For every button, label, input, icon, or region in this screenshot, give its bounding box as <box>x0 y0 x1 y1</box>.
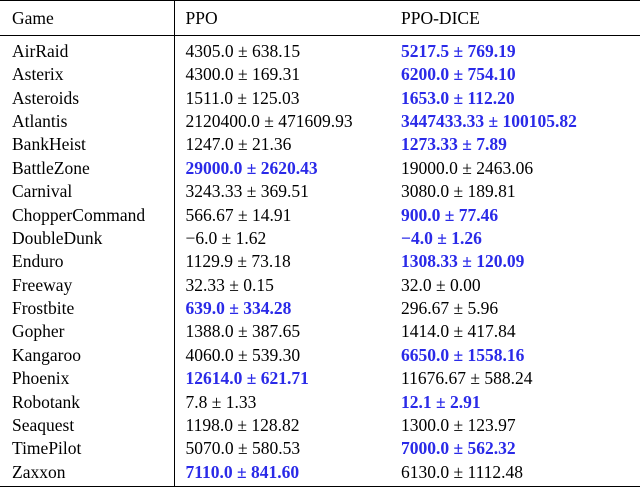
table-row: Gopher 1388.0 ± 387.65 1414.0 ± 417.84 <box>0 320 640 344</box>
ppo-score-cell: 4060.0 ± 539.30 <box>185 344 301 365</box>
ppo-dice-score-cell: 296.67 ± 5.96 <box>401 298 499 319</box>
ppo-score-cell: 29000.0 ± 2620.43 <box>185 157 318 178</box>
game-name-cell: DoubleDunk <box>0 226 175 251</box>
table-row: Zaxxon 7110.0 ± 841.60 6130.0 ± 1112.48 <box>0 460 640 487</box>
table-header: Game PPO PPO-DICE <box>0 0 640 36</box>
table-row: DoubleDunk −6.0 ± 1.62 −4.0 ± 1.26 <box>0 226 640 251</box>
table-row: Asterix 4300.0 ± 169.31 6200.0 ± 754.10 <box>0 63 640 87</box>
ppo-score-cell: 4305.0 ± 638.15 <box>185 41 301 61</box>
table-row: Frostbite 639.0 ± 334.28 296.67 ± 5.96 <box>0 296 640 321</box>
ppo-score-cell: 1388.0 ± 387.65 <box>185 321 301 342</box>
ppo-score-cell: 1511.0 ± 125.03 <box>185 87 300 108</box>
ppo-dice-score-cell: −4.0 ± 1.26 <box>401 227 482 248</box>
ppo-score-cell: 1129.9 ± 73.18 <box>185 251 291 272</box>
ppo-dice-score-cell: 900.0 ± 77.46 <box>401 204 499 225</box>
ppo-score-cell: 3243.33 ± 369.51 <box>185 181 309 202</box>
table-body: AirRaid 4305.0 ± 638.15 5217.5 ± 769.19 Ast… <box>0 35 640 487</box>
ppo-score-cell: 4300.0 ± 169.31 <box>185 64 301 85</box>
table-row: BankHeist 1247.0 ± 21.36 1273.33 ± 7.89 <box>0 133 640 157</box>
game-name-cell: Phoenix <box>0 367 175 391</box>
ppo-score-cell: 12614.0 ± 621.71 <box>185 368 309 389</box>
game-name-cell: Carnival <box>0 179 175 204</box>
game-name-cell: Robotank <box>0 390 175 414</box>
ppo-dice-score-cell: 6130.0 ± 1112.48 <box>386 460 640 487</box>
header-game: Game <box>0 0 175 36</box>
header-row: Game PPO PPO-DICE <box>0 0 640 36</box>
table-row: Robotank 7.8 ± 1.33 12.1 ± 2.91 <box>0 390 640 414</box>
table-row: AirRaid 4305.0 ± 638.15 5217.5 ± 769.19 <box>0 35 640 63</box>
game-name-cell: TimePilot <box>0 437 175 461</box>
ppo-dice-score-cell: 3080.0 ± 189.81 <box>401 181 516 202</box>
table-row: BattleZone 29000.0 ± 2620.43 19000.0 ± 246… <box>0 156 640 180</box>
game-name-cell: Asteroids <box>0 86 175 110</box>
table-row: Asteroids 1511.0 ± 125.03 1653.0 ± 112.20 <box>0 86 640 110</box>
game-name-cell: ChopperCommand <box>0 203 175 227</box>
game-name-cell: Enduro <box>0 250 175 274</box>
game-name-cell: Atlantis <box>0 109 175 134</box>
ppo-score-cell: 2120400.0 ± 471609.93 <box>185 110 353 131</box>
ppo-dice-score-cell: 1300.0 ± 123.97 <box>401 415 516 436</box>
game-name-cell: Frostbite <box>0 296 175 321</box>
table-row: Atlantis 2120400.0 ± 471609.93 3447433.33 … <box>0 109 640 134</box>
game-name-cell: AirRaid <box>0 35 175 63</box>
table-row: Kangaroo 4060.0 ± 539.30 6650.0 ± 1558.16 <box>0 343 640 368</box>
ppo-dice-score-cell: 6200.0 ± 754.10 <box>401 64 516 85</box>
ppo-score-cell: 7110.0 ± 841.60 <box>174 460 386 487</box>
game-name-cell: Gopher <box>0 320 175 344</box>
ppo-dice-score-cell: 1308.33 ± 120.09 <box>401 251 525 272</box>
game-name-cell: Asterix <box>0 63 175 87</box>
game-name-cell: Kangaroo <box>0 343 175 368</box>
ppo-score-cell: 566.67 ± 14.91 <box>185 204 292 225</box>
game-name-cell: Seaquest <box>0 413 175 438</box>
ppo-dice-score-cell: 19000.0 ± 2463.06 <box>401 157 534 178</box>
table-row: Enduro 1129.9 ± 73.18 1308.33 ± 120.09 <box>0 250 640 274</box>
table-row: Seaquest 1198.0 ± 128.82 1300.0 ± 123.97 <box>0 413 640 438</box>
ppo-dice-score-cell: 1414.0 ± 417.84 <box>401 321 516 342</box>
ppo-score-cell: 1247.0 ± 21.36 <box>185 134 292 155</box>
table-row: Carnival 3243.33 ± 369.51 3080.0 ± 189.81 <box>0 179 640 204</box>
ppo-dice-score-cell: 7000.0 ± 562.32 <box>401 438 516 459</box>
ppo-dice-score-cell: 1653.0 ± 112.20 <box>401 87 515 108</box>
ppo-score-cell: 7.8 ± 1.33 <box>185 391 257 412</box>
game-name-cell: BattleZone <box>0 156 175 180</box>
ppo-score-cell: 5070.0 ± 580.53 <box>185 438 301 459</box>
ppo-score-cell: 32.33 ± 0.15 <box>185 274 274 295</box>
ppo-dice-score-cell: 12.1 ± 2.91 <box>401 391 481 412</box>
table-row: ChopperCommand 566.67 ± 14.91 900.0 ± 77.4… <box>0 203 640 227</box>
ppo-score-cell: 639.0 ± 334.28 <box>185 298 292 319</box>
ppo-score-cell: −6.0 ± 1.62 <box>185 227 267 248</box>
game-name-cell: Zaxxon <box>0 460 175 487</box>
ppo-dice-score-cell: 11676.67 ± 588.24 <box>401 368 533 389</box>
ppo-score-cell: 1198.0 ± 128.82 <box>185 415 300 436</box>
ppo-dice-score-cell: 3447433.33 ± 100105.82 <box>401 110 577 131</box>
game-name-cell: BankHeist <box>0 133 175 157</box>
table-row: Freeway 32.33 ± 0.15 32.0 ± 0.00 <box>0 273 640 297</box>
ppo-dice-score-cell: 32.0 ± 0.00 <box>401 274 481 295</box>
game-name-cell: Freeway <box>0 273 175 297</box>
header-ppo-dice: PPO-DICE <box>386 0 640 36</box>
ppo-dice-score-cell: 1273.33 ± 7.89 <box>401 134 507 155</box>
table-row: TimePilot 5070.0 ± 580.53 7000.0 ± 562.32 <box>0 437 640 461</box>
ppo-dice-score-cell: 5217.5 ± 769.19 <box>401 41 516 61</box>
ppo-dice-score-cell: 6650.0 ± 1558.16 <box>401 344 525 365</box>
table-row: Phoenix 12614.0 ± 621.71 11676.67 ± 588.24 <box>0 367 640 391</box>
header-ppo: PPO <box>174 0 386 36</box>
